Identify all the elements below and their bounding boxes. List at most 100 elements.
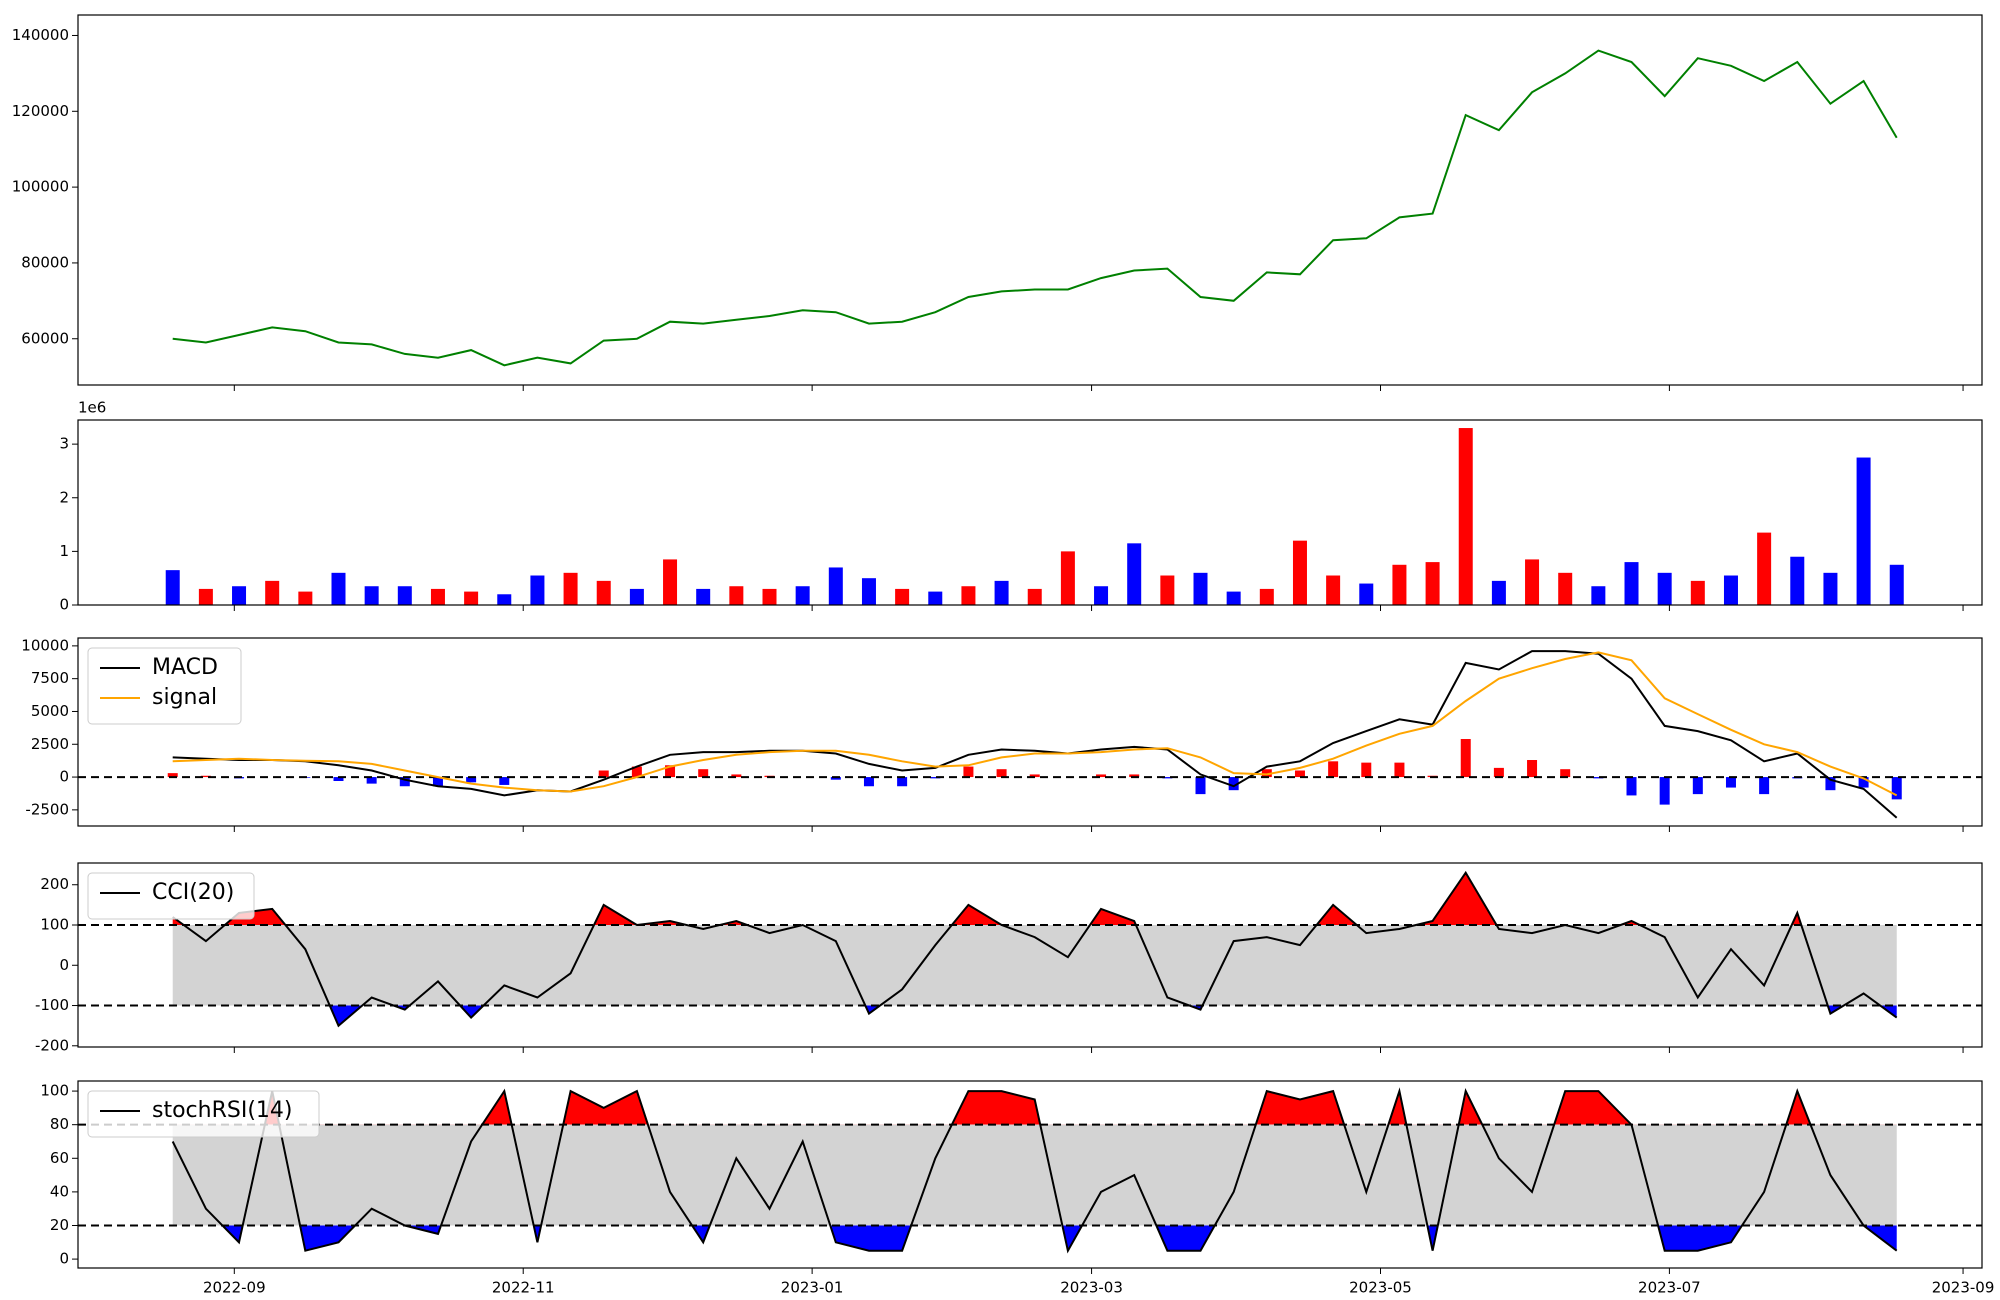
volume-bar bbox=[530, 575, 545, 605]
y-tick-label: 100 bbox=[40, 916, 69, 934]
histogram-bar bbox=[1659, 777, 1670, 805]
volume-bar bbox=[1292, 540, 1307, 605]
y-tick-label: 0 bbox=[59, 956, 69, 974]
histogram-bar bbox=[1759, 777, 1770, 795]
volume-bar bbox=[663, 559, 678, 605]
volume-bar bbox=[1094, 586, 1109, 605]
histogram-bar bbox=[1195, 777, 1206, 795]
histogram-bar bbox=[963, 766, 974, 778]
legend: MACD signal bbox=[87, 647, 242, 725]
volume-bar bbox=[464, 591, 479, 605]
y-tick-label: 5000 bbox=[31, 702, 69, 720]
y-tick-label: 100 bbox=[40, 1082, 69, 1100]
indicator-line bbox=[171, 1087, 1898, 1254]
volume-bar bbox=[232, 586, 247, 605]
y-tick-label: 100000 bbox=[12, 178, 69, 196]
legend-box bbox=[87, 872, 255, 920]
histogram-bar bbox=[1294, 770, 1305, 778]
volume-bar bbox=[165, 570, 180, 605]
panel-frame bbox=[77, 637, 1983, 827]
volume-bar bbox=[1226, 591, 1241, 605]
histogram-bar bbox=[432, 777, 443, 787]
volume-bar bbox=[1823, 572, 1838, 605]
neutral-band bbox=[172, 1124, 1897, 1226]
y-tick-label: 0 bbox=[59, 1250, 69, 1268]
y-tick-label: 40 bbox=[50, 1182, 69, 1200]
volume-bar bbox=[1027, 588, 1042, 605]
panel-frame bbox=[77, 1080, 1983, 1269]
volume-bar bbox=[861, 578, 876, 605]
histogram-bar bbox=[1394, 762, 1405, 778]
legend-label: MACD bbox=[152, 655, 218, 680]
histogram-bar bbox=[499, 777, 510, 785]
histogram-bar bbox=[1593, 777, 1604, 779]
x-tick-label: 2022-09 bbox=[203, 1279, 266, 1297]
histogram-bar bbox=[1891, 777, 1902, 800]
volume-bar bbox=[298, 591, 313, 605]
overbought-fill bbox=[172, 872, 1897, 926]
histogram-bar bbox=[1361, 762, 1372, 778]
y-tick-label: -200 bbox=[35, 1036, 69, 1054]
x-tick-label: 2023-03 bbox=[1060, 1279, 1123, 1297]
neutral-band bbox=[172, 925, 1897, 1006]
volume-bar bbox=[961, 586, 976, 605]
histogram-bar bbox=[1560, 769, 1571, 778]
legend: CCI(20) bbox=[87, 872, 255, 920]
volume-bar bbox=[1591, 586, 1606, 605]
y-tick-label: 0 bbox=[59, 768, 69, 786]
volume-bar bbox=[1392, 564, 1407, 605]
volume-bar bbox=[762, 588, 777, 605]
histogram-bar bbox=[333, 777, 344, 782]
volume-bar bbox=[596, 580, 611, 605]
panel-frame bbox=[77, 14, 1983, 386]
volume-bar bbox=[1259, 588, 1274, 605]
volume-bar bbox=[994, 580, 1009, 605]
histogram-bar bbox=[1162, 777, 1173, 779]
volume-bar bbox=[265, 580, 280, 605]
histogram-bar bbox=[1029, 774, 1040, 778]
panel: 0 20 40 60 80 100 2022-09 2022-11 2023-01 2023-03… bbox=[40, 1080, 1995, 1297]
offset-text: 1e6 bbox=[78, 399, 106, 417]
volume-bar bbox=[1723, 575, 1738, 605]
volume-bar bbox=[1624, 562, 1639, 605]
histogram-bar bbox=[466, 777, 477, 783]
volume-bar bbox=[1425, 562, 1440, 605]
volume-bar bbox=[1525, 559, 1540, 605]
legend-box bbox=[87, 1090, 320, 1138]
y-tick-label: 10000 bbox=[21, 636, 69, 654]
oversold-fill bbox=[172, 1005, 1897, 1026]
volume-bar bbox=[1127, 543, 1142, 605]
histogram-bar bbox=[1493, 767, 1504, 778]
x-tick-label: 2022-11 bbox=[492, 1279, 555, 1297]
volume-bar bbox=[696, 588, 711, 605]
volume-bar bbox=[828, 567, 843, 605]
overbought-fill bbox=[172, 1091, 1897, 1125]
volume-bar bbox=[497, 594, 512, 605]
y-tick-label: 7500 bbox=[31, 669, 69, 687]
x-tick-label: 2023-09 bbox=[1932, 1279, 1995, 1297]
volume-bar bbox=[1690, 580, 1705, 605]
indicator-line bbox=[172, 870, 1898, 1028]
volume-bar bbox=[430, 588, 445, 605]
histogram-bar bbox=[863, 777, 874, 787]
indicator-line bbox=[172, 651, 1898, 797]
y-tick-label: 3 bbox=[59, 435, 69, 453]
x-tick-label: 2023-01 bbox=[781, 1279, 844, 1297]
y-tick-label: 60 bbox=[50, 1149, 69, 1167]
histogram-bar bbox=[1626, 777, 1637, 796]
histogram-bar bbox=[598, 770, 609, 778]
legend-label: signal bbox=[152, 685, 217, 710]
volume-bar bbox=[1889, 564, 1904, 605]
y-tick-label: 200 bbox=[40, 875, 69, 893]
panel: 0 1 2 3 1e6 bbox=[59, 399, 1983, 614]
volume-bar bbox=[1359, 583, 1374, 605]
volume-bar bbox=[331, 572, 346, 605]
volume-bar bbox=[729, 586, 744, 605]
histogram-bar bbox=[200, 775, 211, 778]
x-tick-label: 2023-07 bbox=[1638, 1279, 1701, 1297]
x-tick-label: 2023-05 bbox=[1349, 1279, 1412, 1297]
legend: stochRSI(14) bbox=[87, 1090, 320, 1138]
histogram-bar bbox=[1527, 760, 1538, 778]
panel: -2500 0 2500 5000 7500 10000 MACD signal bbox=[21, 636, 1983, 832]
